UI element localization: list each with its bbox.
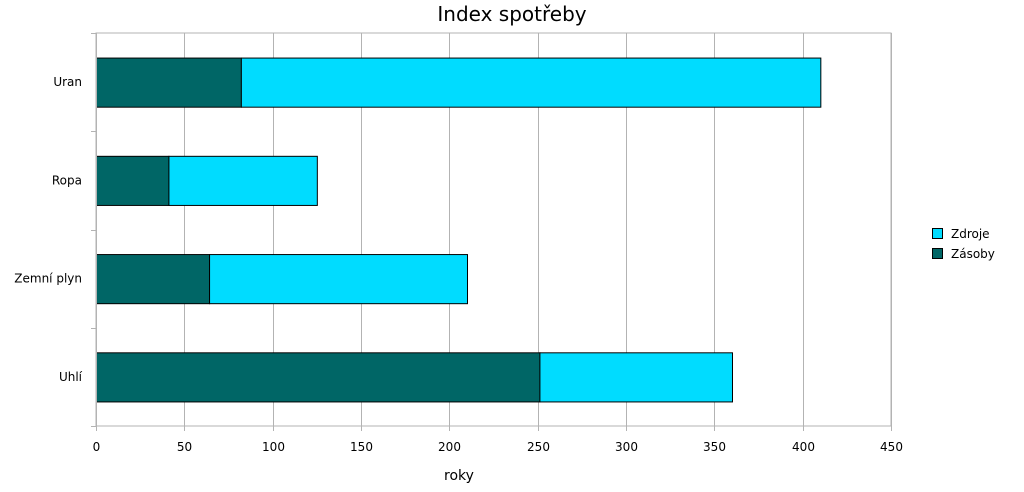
x-tick-label: 50 (177, 440, 192, 454)
x-tick-label: 250 (527, 440, 550, 454)
x-tick-label: 400 (792, 440, 815, 454)
axes (91, 33, 97, 427)
x-tick-label: 300 (615, 440, 638, 454)
bar-zásoby-0 (96, 57, 242, 108)
x-axis-label: roky (444, 468, 474, 484)
bar-zdroje-3 (539, 352, 734, 403)
bar-zásoby-1 (96, 155, 170, 206)
bar-zásoby-3 (96, 352, 541, 403)
legend-swatch (932, 248, 943, 259)
bar-zdroje-1 (168, 155, 318, 206)
y-tick-label: Uhlí (59, 370, 83, 384)
y-tick-label: Uran (53, 75, 82, 89)
legend-swatch (932, 228, 943, 239)
legend-label: Zásoby (951, 247, 995, 261)
y-tick-label: Ropa (52, 173, 82, 187)
x-tick-label: 0 (93, 440, 101, 454)
legend: Zdroje Zásoby (932, 227, 995, 261)
x-tick-label: 150 (350, 440, 373, 454)
x-tick-label: 450 (880, 440, 903, 454)
x-tick-label: 100 (262, 440, 285, 454)
bar-zásoby-2 (96, 254, 211, 305)
x-axis-ticks: 0 50 100 150 200 250 300 350 400 450 (93, 426, 903, 454)
chart-title: Index spotřeby (437, 2, 586, 26)
bar-zdroje-2 (209, 254, 468, 305)
legend-label: Zdroje (951, 227, 990, 241)
y-tick-label: Zemní plyn (14, 272, 82, 286)
x-tick-label: 350 (703, 440, 726, 454)
x-tick-label: 200 (438, 440, 461, 454)
bar-zdroje-0 (240, 57, 822, 108)
bars (96, 57, 822, 403)
y-axis-ticks: Uran Ropa Zemní plyn Uhlí (14, 75, 82, 384)
